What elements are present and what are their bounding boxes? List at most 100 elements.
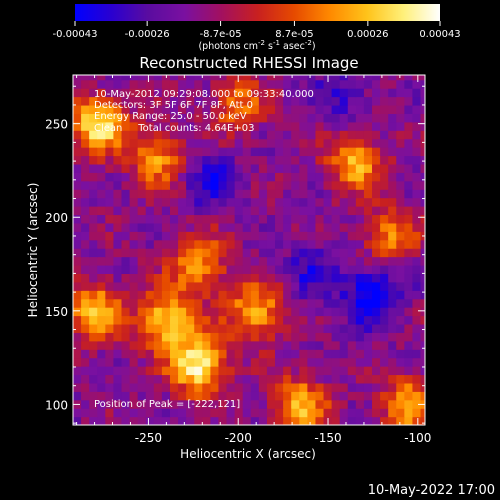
heatmap-cell <box>137 366 147 376</box>
heatmap-cell <box>283 206 292 216</box>
heatmap-cell <box>89 88 98 98</box>
heatmap-cell <box>307 75 317 81</box>
heatmap-cell <box>258 366 268 376</box>
heatmap-cell <box>258 382 268 392</box>
heatmap-cell <box>372 96 381 106</box>
heatmap-cell <box>266 256 276 266</box>
heatmap-cell <box>250 374 260 384</box>
heatmap-cell <box>258 357 268 367</box>
heatmap-cell <box>169 206 179 216</box>
heatmap-cell <box>291 416 300 425</box>
heatmap-cell <box>178 189 187 199</box>
heatmap-cell <box>73 290 82 300</box>
heatmap-cell <box>89 163 98 173</box>
heatmap-cell <box>169 180 179 190</box>
heatmap-cell <box>380 130 389 140</box>
heatmap-cell <box>113 222 123 232</box>
heatmap-cell <box>113 382 123 392</box>
heatmap-cell <box>388 96 397 106</box>
heatmap-cell <box>250 222 260 232</box>
heatmap-cell <box>113 138 123 148</box>
heatmap-cell <box>412 366 422 376</box>
heatmap-cell <box>161 214 171 224</box>
heatmap-cell <box>105 281 115 291</box>
heatmap-cell <box>355 374 365 384</box>
heatmap-cell <box>153 104 163 114</box>
heatmap-cell <box>242 113 252 123</box>
heatmap-cell <box>339 408 349 418</box>
heatmap-cell <box>388 113 397 123</box>
heatmap-cell <box>186 357 195 367</box>
heatmap-cell <box>250 130 260 140</box>
heatmap-cell <box>412 147 422 157</box>
heatmap-cell <box>210 298 220 308</box>
heatmap-cell <box>266 75 276 81</box>
heatmap-cell <box>137 231 147 241</box>
heatmap-cell <box>121 155 131 165</box>
unit-sup-3: -2 <box>305 39 312 47</box>
heatmap-cell <box>81 147 90 157</box>
heatmap-cell <box>355 307 365 317</box>
heatmap-cell <box>186 214 195 224</box>
heatmap-cell <box>218 323 228 333</box>
heatmap-cell <box>194 113 203 123</box>
heatmap-cell <box>178 197 187 207</box>
heatmap-cell <box>299 231 308 241</box>
heatmap-cell <box>404 79 414 89</box>
heatmap-cell <box>258 130 268 140</box>
heatmap-cell <box>73 307 82 317</box>
heatmap-cell <box>315 382 325 392</box>
heatmap-cell <box>388 408 397 418</box>
heatmap-cell <box>283 256 292 266</box>
heatmap-cell <box>169 121 179 131</box>
heatmap-cell <box>283 88 292 98</box>
heatmap-cell <box>404 391 414 401</box>
heatmap-cell <box>275 248 284 258</box>
heatmap-cell <box>372 206 381 216</box>
heatmap-cell <box>323 273 333 283</box>
heatmap-cell <box>153 382 163 392</box>
heatmap-cell <box>121 88 131 98</box>
heatmap-cell <box>89 180 98 190</box>
heatmap-cell <box>242 130 252 140</box>
heatmap-cell <box>355 79 365 89</box>
heatmap-cell <box>153 399 163 409</box>
heatmap-cell <box>226 307 236 317</box>
heatmap-cell <box>323 96 333 106</box>
heatmap-cell <box>234 104 244 114</box>
heatmap-cell <box>105 222 115 232</box>
heatmap-cell <box>396 113 405 123</box>
heatmap-cell <box>89 382 98 392</box>
heatmap-cell <box>145 315 155 325</box>
heatmap-cell <box>89 206 98 216</box>
heatmap-cell <box>89 155 98 165</box>
heatmap-cell <box>218 298 228 308</box>
heatmap-cell <box>363 104 373 114</box>
heatmap-cell <box>81 399 90 409</box>
heatmap-cell <box>404 290 414 300</box>
heatmap-cell <box>226 349 236 359</box>
heatmap-cell <box>347 75 357 81</box>
heatmap-cell <box>412 231 422 241</box>
heatmap-cell <box>226 357 236 367</box>
heatmap-cell <box>169 138 179 148</box>
heatmap-cell <box>283 366 292 376</box>
heatmap-cell <box>363 340 373 350</box>
heatmap-cell <box>242 88 252 98</box>
heatmap-cell <box>299 408 308 418</box>
heatmap-cell <box>323 180 333 190</box>
heatmap-cell <box>372 172 381 182</box>
heatmap-cell <box>283 155 292 165</box>
heatmap-cell <box>145 206 155 216</box>
heatmap-cell <box>105 391 115 401</box>
heatmap-cell <box>396 307 405 317</box>
heatmap-cell <box>89 416 98 425</box>
heatmap-cell <box>194 366 203 376</box>
heatmap-cell <box>169 147 179 157</box>
heatmap-cell <box>121 147 131 157</box>
heatmap-cell <box>347 96 357 106</box>
heatmap-cell <box>97 349 106 359</box>
heatmap-cell <box>331 163 341 173</box>
heatmap-cell <box>291 172 300 182</box>
